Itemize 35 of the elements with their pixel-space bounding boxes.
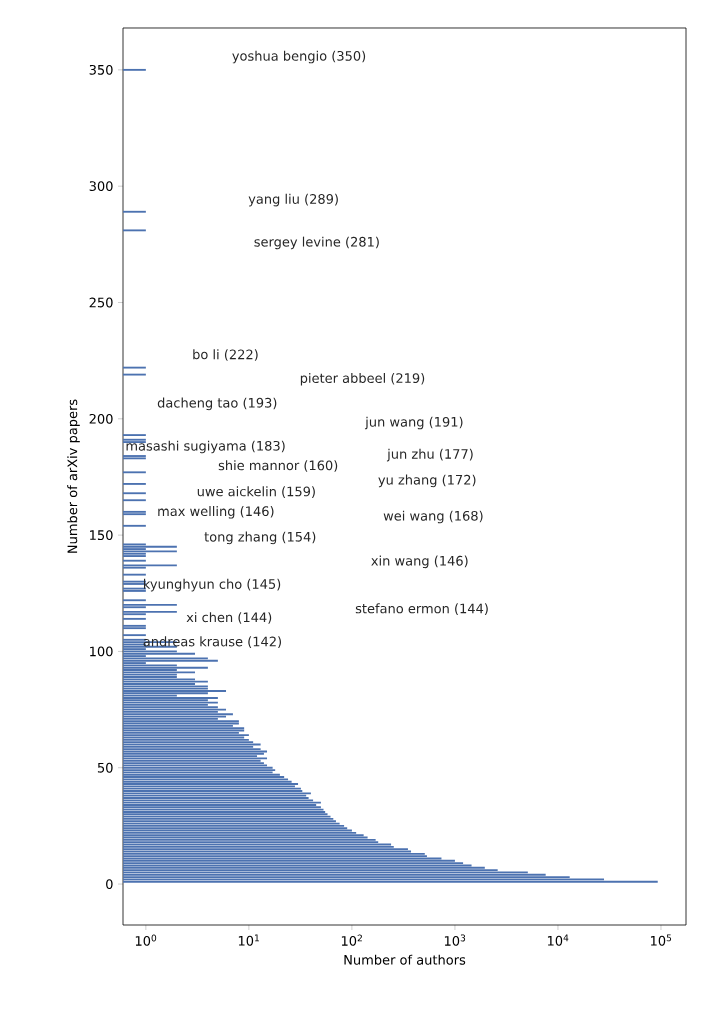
- y-tick-label: 250: [89, 297, 113, 308]
- x-tick-label: 10$^{3}$: [444, 934, 466, 946]
- y-tick-label: 50: [97, 762, 113, 773]
- annotation: bo li (222): [193, 349, 258, 361]
- annotation: dacheng tao (193): [157, 397, 277, 411]
- y-tick-label: 200: [89, 413, 113, 424]
- annotation: wei wang (168): [383, 510, 483, 524]
- x-tick-label: 10$^{5}$: [650, 934, 672, 946]
- x-tick-label: 10$^{4}$: [547, 934, 569, 946]
- y-tick-label: 300: [89, 181, 113, 192]
- x-tick-label: 10$^{1}$: [238, 934, 259, 946]
- y-tick-label: 350: [89, 64, 113, 75]
- annotation: max welling (146): [158, 506, 274, 519]
- annotation: yoshua bengio (350): [232, 50, 366, 64]
- annotation: masashi sugiyama (183): [126, 440, 285, 454]
- annotation: xin wang (146): [371, 555, 468, 569]
- annotation: uwe aickelin (159): [197, 486, 315, 498]
- x-tick-label: 10$^{2}$: [341, 934, 362, 946]
- annotation: xi chen (144): [186, 612, 272, 624]
- annotation: yang liu (289): [248, 193, 338, 207]
- annotation: yu zhang (172): [378, 474, 476, 488]
- x-tick-label: 10$^{0}$: [135, 934, 157, 946]
- annotation: tong zhang (154): [204, 531, 316, 545]
- annotation: sergey levine (281): [254, 236, 379, 250]
- annotation: jun zhu (177): [386, 448, 473, 462]
- y-tick-label: 0: [106, 879, 113, 889]
- annotation: stefano ermon (144): [355, 603, 488, 615]
- y-tick-label: 100: [90, 646, 113, 657]
- x-axis-title: Number of authors: [344, 954, 466, 965]
- y-axis-title: Number of arXiv papers: [67, 399, 80, 553]
- y-tick-label: 150: [90, 530, 113, 541]
- annotation: kyunghyun cho (145): [143, 578, 281, 592]
- annotation: shie mannor (160): [218, 460, 338, 472]
- annotation: jun wang (191): [364, 416, 463, 430]
- annotation: pieter abbeel (219): [300, 372, 425, 386]
